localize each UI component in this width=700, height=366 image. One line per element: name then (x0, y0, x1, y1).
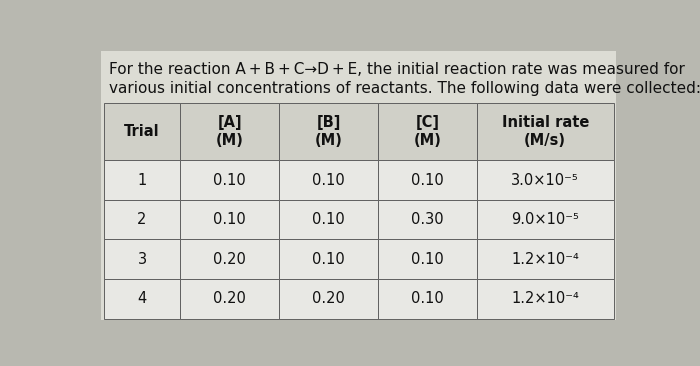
Text: Initial rate
(M/s): Initial rate (M/s) (501, 115, 589, 149)
Bar (477, 200, 614, 239)
Text: 0.30: 0.30 (411, 212, 444, 227)
Text: 3: 3 (137, 252, 146, 267)
Bar (378, 279, 477, 319)
Text: 0.20: 0.20 (312, 291, 345, 306)
Bar (181, 279, 279, 319)
Bar (477, 160, 614, 200)
Text: 0.10: 0.10 (312, 172, 345, 187)
Text: For the reaction A + B + C→D + E, the initial reaction rate was measured for: For the reaction A + B + C→D + E, the in… (109, 62, 685, 77)
Text: 0.10: 0.10 (214, 212, 246, 227)
Bar (279, 239, 378, 279)
Bar (181, 160, 279, 200)
Text: 0.20: 0.20 (214, 291, 246, 306)
Bar (279, 103, 378, 160)
Bar (104, 103, 181, 160)
Bar (477, 103, 614, 160)
Text: various initial concentrations of reactants. The following data were collected:: various initial concentrations of reacta… (109, 81, 700, 96)
Bar (104, 239, 181, 279)
Bar (181, 239, 279, 279)
Bar (477, 239, 614, 279)
Text: 0.10: 0.10 (411, 252, 444, 267)
Text: 3.0×10⁻⁵: 3.0×10⁻⁵ (511, 172, 579, 187)
Bar (378, 200, 477, 239)
Text: 0.10: 0.10 (312, 252, 345, 267)
Bar (181, 200, 279, 239)
Bar (181, 103, 279, 160)
Bar (104, 200, 181, 239)
Text: 0.10: 0.10 (411, 291, 444, 306)
Bar (279, 160, 378, 200)
Bar (477, 279, 614, 319)
Bar (279, 279, 378, 319)
Text: 1.2×10⁻⁴: 1.2×10⁻⁴ (511, 291, 579, 306)
Bar (378, 103, 477, 160)
Bar (104, 279, 181, 319)
Text: Trial: Trial (124, 124, 160, 139)
Text: [C]
(M): [C] (M) (413, 115, 441, 149)
Text: 1: 1 (137, 172, 146, 187)
Bar (378, 239, 477, 279)
Text: 0.10: 0.10 (312, 212, 345, 227)
Text: 1.2×10⁻⁴: 1.2×10⁻⁴ (511, 252, 579, 267)
Text: 9.0×10⁻⁵: 9.0×10⁻⁵ (511, 212, 579, 227)
Text: 4: 4 (137, 291, 146, 306)
Bar (279, 200, 378, 239)
Text: 0.10: 0.10 (411, 172, 444, 187)
Bar (378, 160, 477, 200)
Text: 0.20: 0.20 (214, 252, 246, 267)
Text: [A]
(M): [A] (M) (216, 115, 244, 149)
Text: 0.10: 0.10 (214, 172, 246, 187)
Text: [B]
(M): [B] (M) (314, 115, 342, 149)
Text: 2: 2 (137, 212, 147, 227)
Bar (104, 160, 181, 200)
